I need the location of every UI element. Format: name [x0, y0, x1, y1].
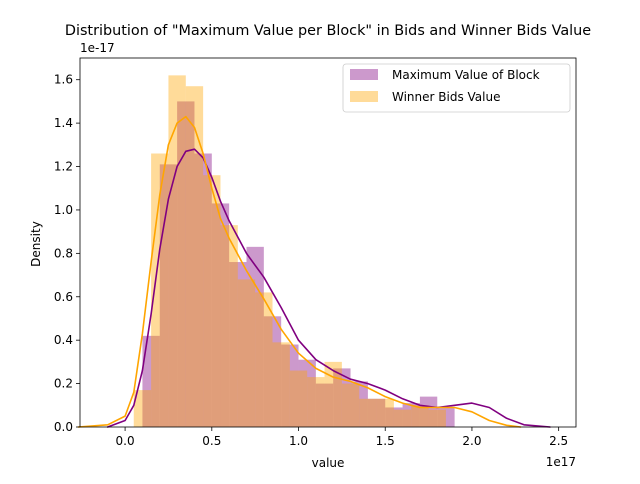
legend-label: Maximum Value of Block	[392, 68, 540, 82]
x-axis-title: value	[312, 456, 345, 470]
histogram-bar	[402, 403, 420, 427]
histogram-bar	[229, 262, 247, 427]
histogram-bar	[168, 75, 186, 427]
histogram-bar	[315, 383, 334, 427]
y-axis: 0.0 0.2 0.4 0.6 0.8 1.0 1.2 1.4 1.6	[54, 73, 80, 434]
x-tick-label: 1.5	[376, 434, 395, 448]
y-tick-label: 1.6	[54, 73, 73, 87]
x-tick-label: 2.0	[462, 434, 481, 448]
y-tick-label: 1.0	[54, 203, 73, 217]
histogram-bar	[203, 175, 221, 427]
histogram-bar	[194, 153, 212, 427]
histogram-bar	[159, 164, 178, 427]
histogram-bar	[263, 316, 282, 427]
y-tick-label: 0.6	[54, 290, 73, 304]
legend-box	[342, 63, 571, 113]
y-tick-label: 0.2	[54, 377, 73, 391]
histogram-bar	[133, 390, 152, 427]
histogram-bar	[393, 409, 412, 427]
histogram-bar	[177, 101, 195, 427]
axes-frame	[79, 57, 577, 428]
histogram-bar	[324, 361, 342, 427]
y-tick-label: 0.8	[54, 246, 73, 260]
histogram-bar	[185, 86, 204, 427]
legend-label: Winner Bids Value	[392, 90, 500, 104]
histogram-bar	[385, 407, 403, 427]
histogram-series-2	[133, 75, 446, 427]
plot-area	[77, 75, 551, 428]
x-axis: 0.0 0.5 1.0 1.5 2.0 2.5	[116, 427, 568, 448]
histogram-bar	[255, 292, 273, 427]
x-tick-label: 0.5	[202, 434, 221, 448]
y-axis-offset-label: 1e-17	[80, 41, 115, 55]
histogram-bar	[367, 398, 386, 427]
histogram-bar	[359, 398, 377, 427]
histogram-bar	[272, 342, 290, 427]
chart-title: Distribution of "Maximum Value per Block…	[65, 23, 591, 39]
x-tick-label: 2.5	[549, 434, 568, 448]
y-axis-title: Density	[29, 221, 43, 267]
histogram-bar	[211, 203, 230, 427]
histogram-bar	[289, 370, 308, 427]
histogram-bar	[376, 398, 394, 427]
histogram-bar	[281, 344, 299, 427]
kde-line-series-1	[106, 148, 551, 428]
histogram-bar	[142, 335, 160, 427]
y-tick-label: 1.2	[54, 160, 73, 174]
histogram-bar	[341, 383, 360, 427]
y-tick-label: 0.4	[54, 333, 73, 347]
y-tick-label: 0.0	[54, 420, 73, 434]
histogram-bar	[350, 381, 368, 427]
kde-line-series-2	[77, 115, 522, 428]
histogram-bar	[220, 225, 238, 427]
histogram-bar	[298, 359, 316, 427]
y-tick-label: 1.4	[54, 116, 73, 130]
histogram-bar	[437, 407, 455, 427]
histogram-bar	[428, 409, 446, 427]
x-tick-label: 1.0	[289, 434, 308, 448]
histogram-bar	[237, 279, 256, 427]
histogram-bar	[333, 368, 351, 427]
x-axis-offset-label: 1e17	[546, 455, 576, 469]
x-tick-label: 0.0	[116, 434, 135, 448]
legend: Maximum Value of Block Winner Bids Value	[342, 63, 571, 113]
legend-swatch	[350, 91, 378, 102]
histogram-bar	[411, 405, 429, 427]
histogram-bar	[419, 396, 438, 427]
legend-swatch	[350, 69, 378, 80]
histogram-bar	[307, 377, 325, 427]
